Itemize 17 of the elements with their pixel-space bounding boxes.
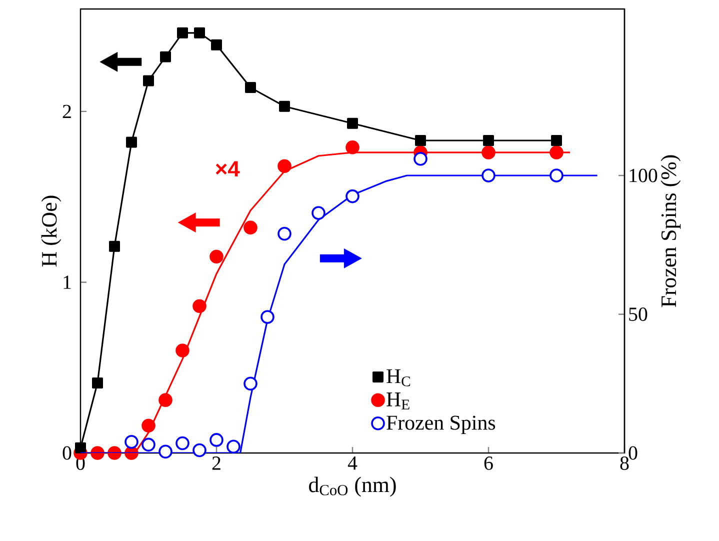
y-tick-label: 2 <box>62 104 71 118</box>
x-axis-title: d$_{CoO}$ (nm) <box>309 476 396 497</box>
x-tick-label: 8 <box>620 456 629 470</box>
y2-tick-label: 0 <box>628 446 638 460</box>
annotation: ×4 <box>216 161 240 176</box>
legend-label: Frozen Spins <box>386 416 496 434</box>
x-tick-label: 2 <box>212 456 220 470</box>
legend-label: H$_{C}$ <box>386 369 410 386</box>
y-tick-label: 0 <box>62 446 72 460</box>
y-tick-label: 1 <box>64 276 71 289</box>
x-tick-label: 4 <box>348 456 358 470</box>
y2-tick-label: 50 <box>629 308 648 321</box>
y2-tick-label: 100 <box>630 168 658 182</box>
legend-label: H$_{E}$ <box>386 392 410 410</box>
y2-axis-title: Frozen Spins (%) <box>660 155 681 308</box>
x-tick-label: 6 <box>484 456 493 470</box>
y-axis-title: H (kOe) <box>41 196 62 267</box>
